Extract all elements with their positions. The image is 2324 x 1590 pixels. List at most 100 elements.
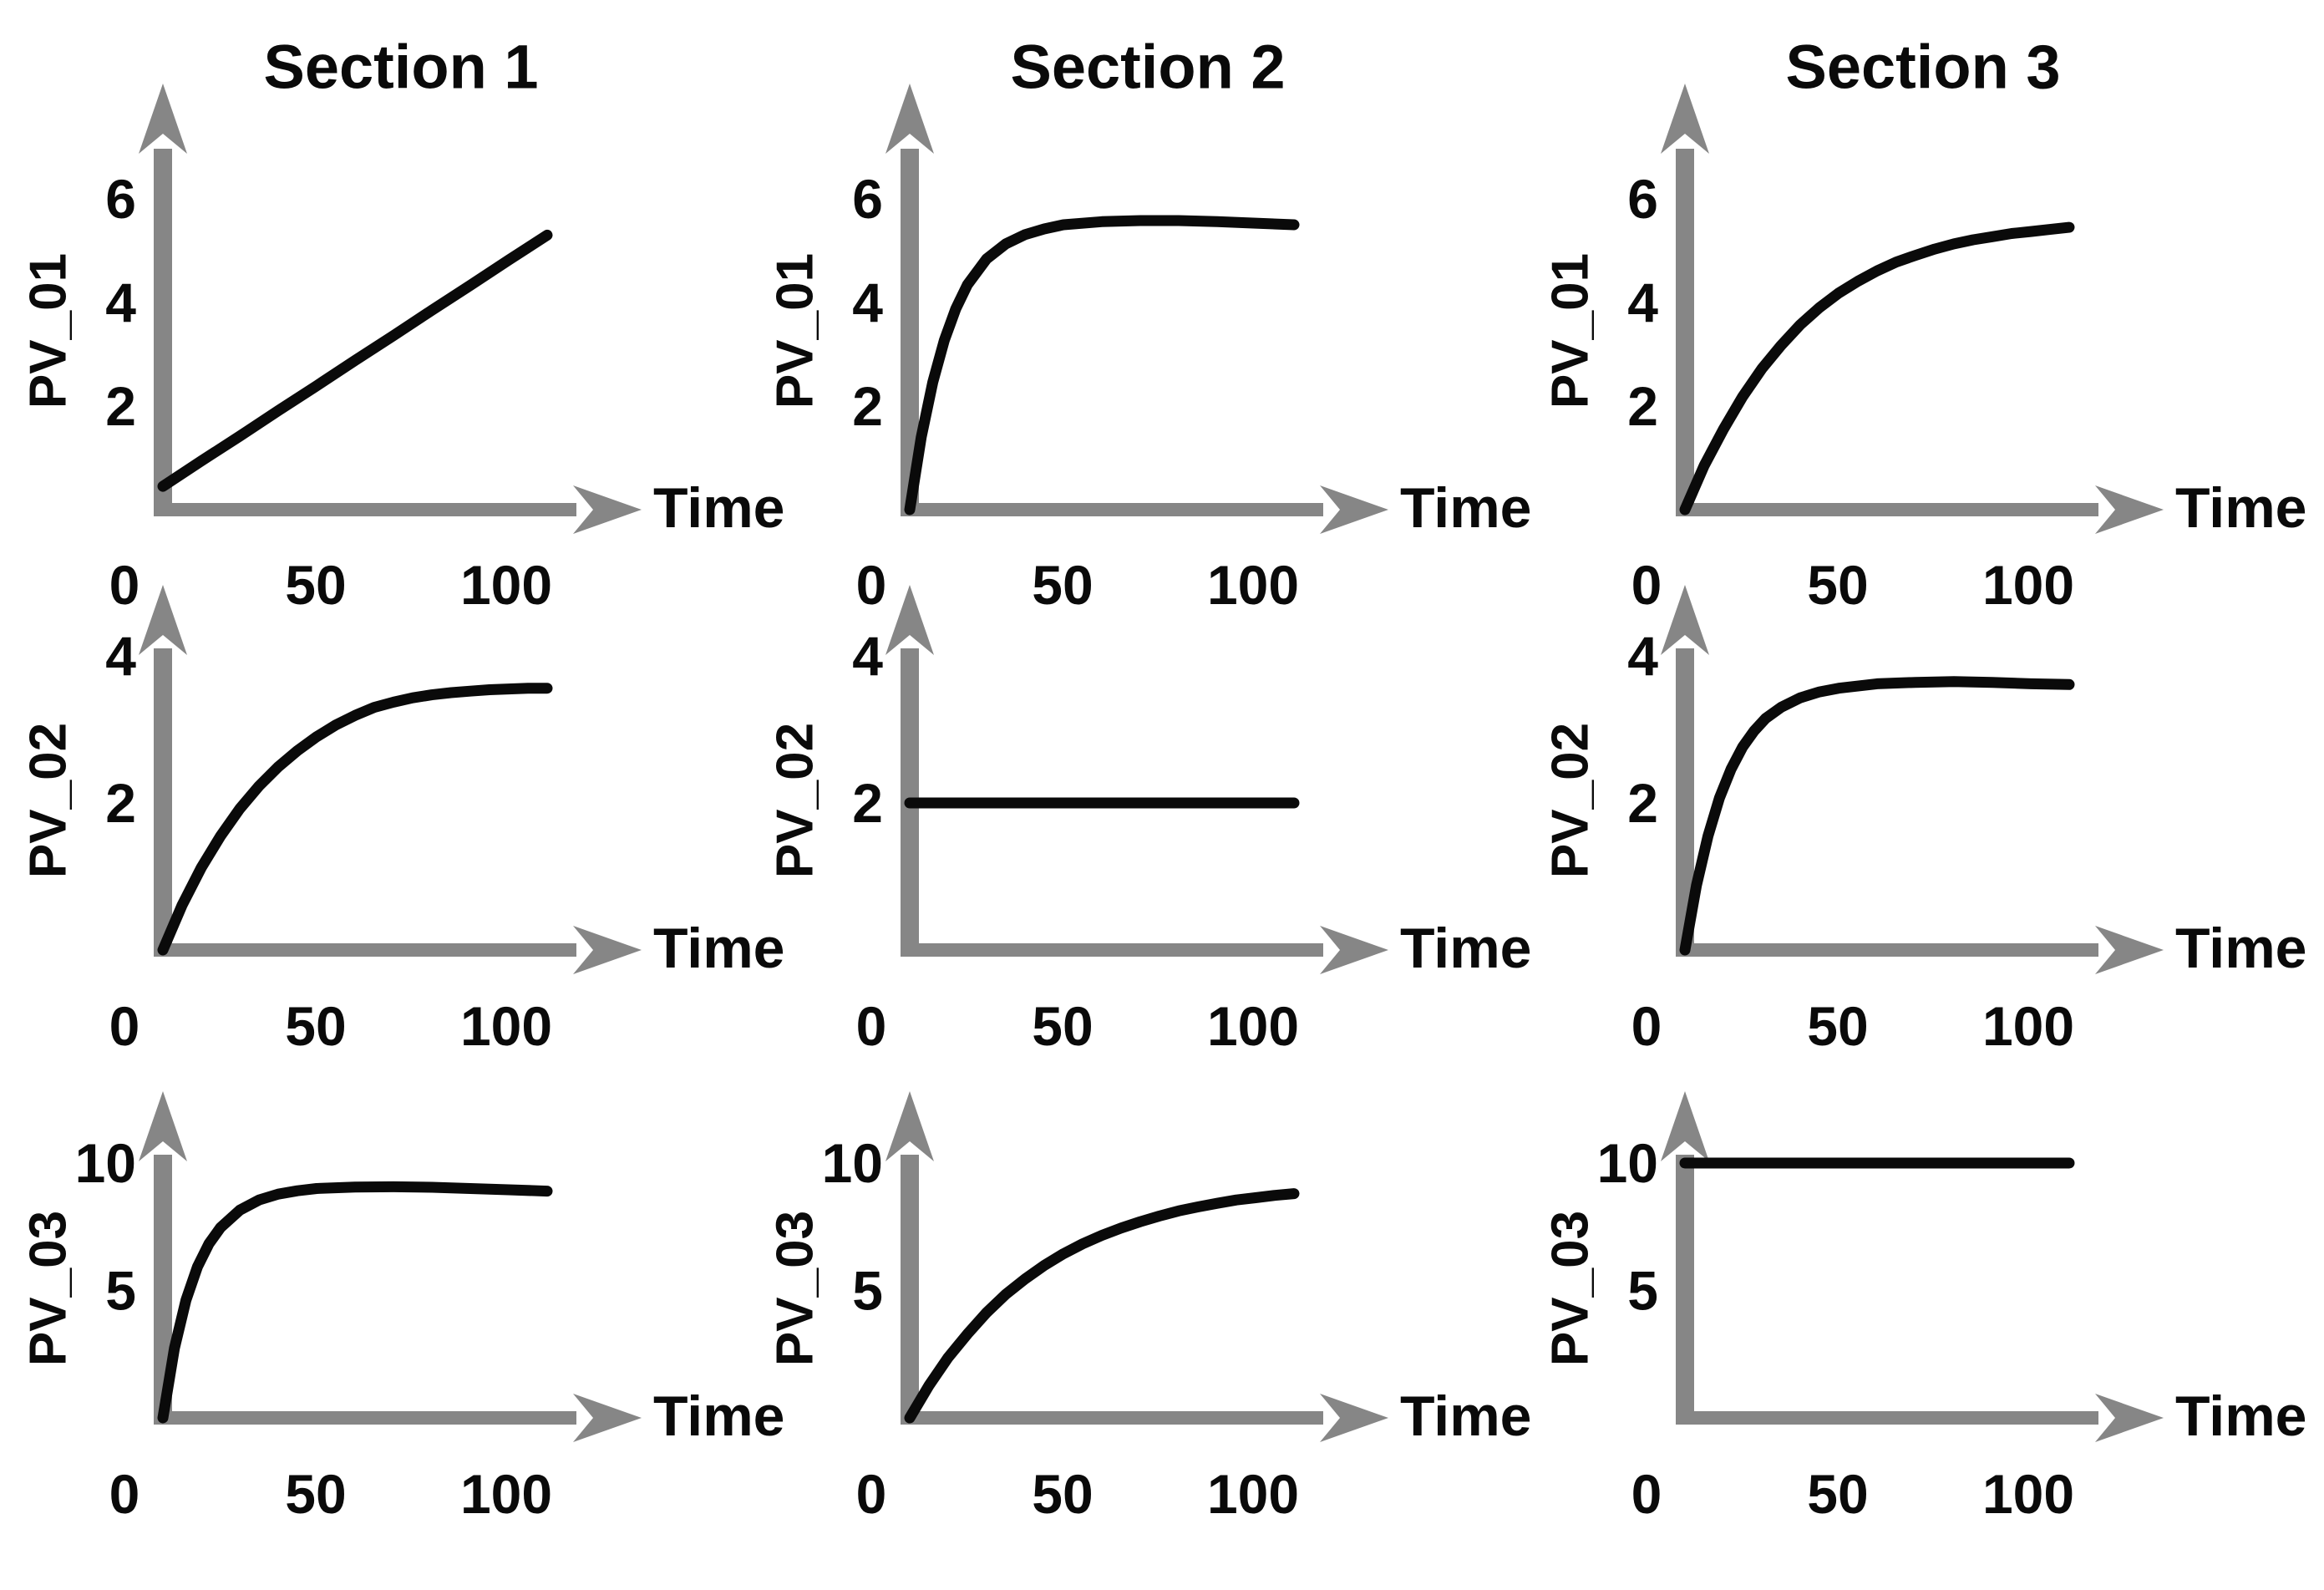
x-axis — [1676, 503, 2098, 516]
y-arrowhead-icon — [885, 585, 934, 655]
x-axis-label: Time — [653, 917, 784, 980]
y-tick-label: 2 — [1627, 772, 1658, 834]
y-tick-label: 4 — [852, 625, 883, 687]
y-tick-label: 2 — [105, 375, 136, 437]
x-tick-label: 50 — [285, 995, 346, 1057]
y-tick-label: 10 — [1597, 1132, 1658, 1194]
x-arrowhead-icon — [1320, 926, 1388, 974]
y-tick-label: 2 — [1627, 375, 1658, 437]
y-tick-label: 10 — [822, 1132, 883, 1194]
x-tick-label: 100 — [460, 1463, 552, 1525]
plot-svg-section2-pv01: Section 2 2 4 6 0 50 100 Time PV_01 — [767, 33, 1532, 617]
x-tick-label: 100 — [1982, 1463, 2074, 1525]
x-tick-label: 100 — [1982, 995, 2074, 1057]
plot-svg-section3-pv02: 2 4 0 50 100 Time PV_02 — [1542, 585, 2306, 1057]
x-tick-label: 50 — [1032, 554, 1093, 616]
x-arrowhead-icon — [2095, 485, 2164, 534]
x-tick-label: 0 — [856, 995, 887, 1057]
x-axis-label: Time — [653, 1384, 784, 1448]
y-arrowhead-icon — [1661, 585, 1709, 655]
plot-section3-pv02: 2 4 0 50 100 Time PV_02 — [1522, 535, 2324, 1195]
x-arrowhead-icon — [573, 485, 642, 534]
x-tick-label: 100 — [1982, 554, 2074, 616]
x-axis — [154, 943, 576, 957]
x-tick-label: 50 — [285, 554, 346, 616]
y-axis-label: PV_03 — [20, 1211, 78, 1366]
plot-svg-section1-pv02: 2 4 0 50 100 Time PV_02 — [20, 585, 784, 1057]
y-tick-label: 6 — [105, 168, 136, 230]
x-arrowhead-icon — [1320, 1394, 1388, 1442]
x-axis-label: Time — [1400, 917, 1531, 980]
y-axis-label: PV_01 — [1542, 253, 1600, 409]
x-tick-label: 50 — [1032, 995, 1093, 1057]
y-axis-label: PV_02 — [767, 723, 825, 878]
x-axis — [154, 1411, 576, 1425]
plot-section1-pv01: Section 1 2 4 6 0 50 100 Time PV_01 — [0, 0, 802, 660]
y-tick-label: 2 — [852, 772, 883, 834]
y-axis — [154, 648, 172, 957]
y-axis-label: PV_02 — [20, 723, 78, 878]
x-tick-label: 50 — [1032, 1463, 1093, 1525]
curve-section2-pv01 — [904, 215, 1300, 516]
x-axis — [1676, 1411, 2098, 1425]
x-tick-label: 50 — [1807, 1463, 1868, 1525]
y-tick-label: 5 — [852, 1260, 883, 1322]
y-axis — [901, 1155, 919, 1425]
x-axis-label: Time — [2175, 917, 2306, 980]
x-tick-label: 0 — [109, 995, 140, 1057]
plot-section1-pv03: 5 10 0 50 100 Time PV_03 — [0, 1069, 802, 1590]
curve-section3-pv01 — [1679, 221, 2075, 516]
y-axis — [154, 149, 172, 516]
plot-svg-section3-pv01: Section 3 2 4 6 0 50 100 Time PV_01 — [1542, 33, 2307, 617]
x-axis — [154, 503, 576, 516]
x-tick-label: 0 — [856, 1463, 887, 1525]
y-tick-label: 4 — [1627, 272, 1658, 333]
x-tick-label: 100 — [1207, 554, 1299, 616]
y-arrowhead-icon — [885, 1091, 934, 1161]
plot-title: Section 1 — [264, 33, 539, 102]
curve-section1-pv03 — [157, 1181, 553, 1424]
x-tick-label: 100 — [460, 995, 552, 1057]
plot-section1-pv02: 2 4 0 50 100 Time PV_02 — [0, 535, 802, 1195]
y-tick-label: 4 — [1627, 625, 1658, 687]
y-tick-label: 4 — [852, 272, 883, 333]
x-tick-label: 50 — [1807, 995, 1868, 1057]
y-arrowhead-icon — [1661, 84, 1709, 154]
plot-section2-pv01: Section 2 2 4 6 0 50 100 Time PV_01 — [747, 0, 1549, 660]
y-axis-label: PV_01 — [20, 253, 78, 409]
x-arrowhead-icon — [573, 926, 642, 974]
x-tick-label: 0 — [1631, 554, 1662, 616]
curve-section3-pv02 — [1679, 676, 2075, 956]
x-tick-label: 0 — [1631, 995, 1662, 1057]
x-axis — [901, 1411, 1323, 1425]
x-axis-label: Time — [1400, 1384, 1531, 1448]
plot-section3-pv03: 5 10 0 50 100 Time PV_03 — [1522, 1069, 2324, 1590]
plot-svg-section2-pv02: 2 4 0 50 100 Time PV_02 — [767, 585, 1531, 1057]
x-axis-label: Time — [653, 476, 784, 540]
y-axis — [1676, 1155, 1694, 1425]
y-tick-label: 6 — [852, 168, 883, 230]
y-tick-label: 5 — [1627, 1260, 1658, 1322]
x-tick-label: 0 — [856, 554, 887, 616]
x-tick-label: 50 — [1807, 554, 1868, 616]
y-arrowhead-icon — [1661, 1091, 1709, 1161]
x-tick-label: 100 — [1207, 995, 1299, 1057]
plot-section3-pv01: Section 3 2 4 6 0 50 100 Time PV_01 — [1522, 0, 2324, 660]
x-tick-label: 0 — [109, 554, 140, 616]
x-axis — [901, 503, 1323, 516]
x-axis-label: Time — [2175, 1384, 2306, 1448]
y-arrowhead-icon — [885, 84, 934, 154]
plot-svg-section1-pv01: Section 1 2 4 6 0 50 100 Time PV_01 — [20, 33, 785, 617]
x-tick-label: 100 — [1207, 1463, 1299, 1525]
y-arrowhead-icon — [139, 585, 187, 655]
x-tick-label: 0 — [1631, 1463, 1662, 1525]
x-arrowhead-icon — [1320, 485, 1388, 534]
y-tick-label: 5 — [105, 1260, 136, 1322]
y-axis — [1676, 648, 1694, 957]
y-axis — [901, 149, 919, 516]
y-axis-label: PV_01 — [767, 253, 825, 409]
x-axis — [901, 943, 1323, 957]
